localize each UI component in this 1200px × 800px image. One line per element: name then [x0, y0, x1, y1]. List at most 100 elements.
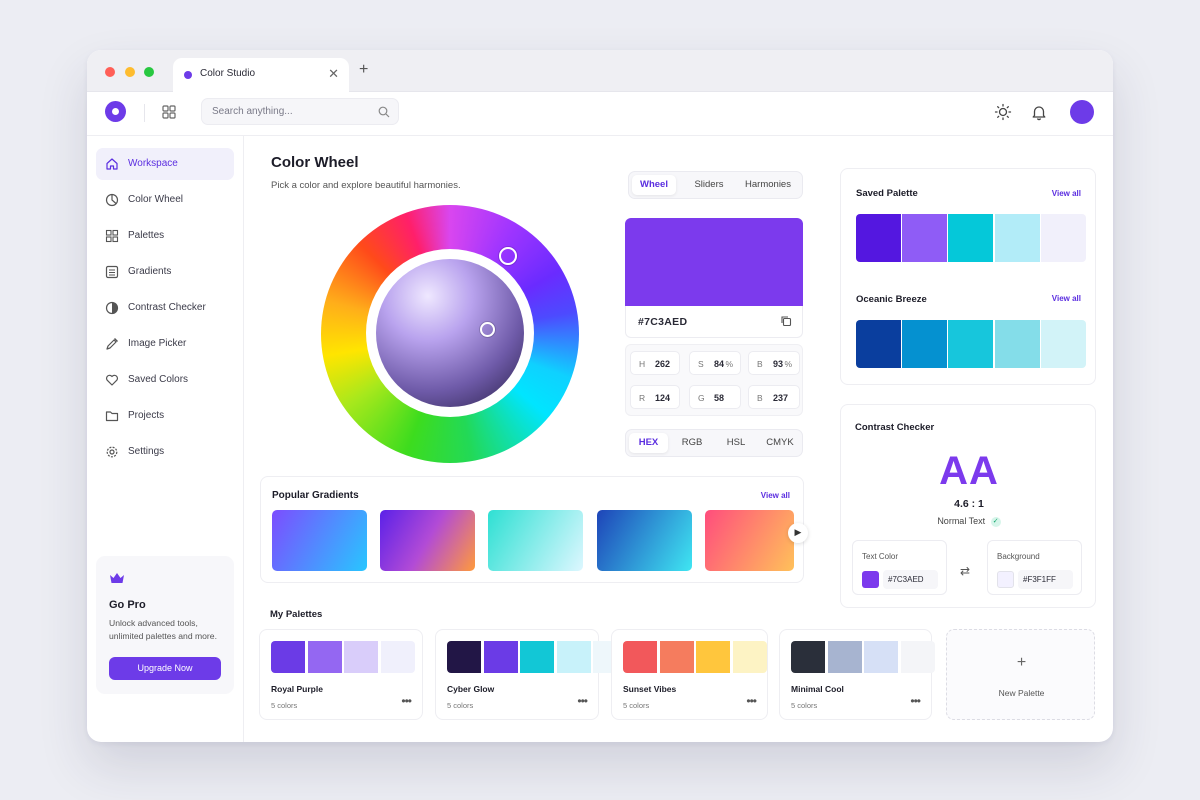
text-color-input[interactable]: #7C3AED: [883, 570, 938, 589]
palette-swatch[interactable]: [856, 214, 901, 262]
tab-wheel[interactable]: Wheel: [632, 175, 676, 195]
contrast-icon: [105, 301, 119, 315]
palette-card-cyber-glow[interactable]: Cyber Glow 5 colors •••: [435, 629, 627, 720]
sidebar-item-gradients[interactable]: Gradients: [96, 256, 234, 288]
palette-card-sunset-vibes[interactable]: Sunset Vibes 5 colors •••: [611, 629, 768, 720]
palette-card-royal-purple[interactable]: Royal Purple 5 colors •••: [259, 629, 423, 720]
check-icon: ✓: [990, 517, 1001, 527]
palette-swatch[interactable]: [827, 641, 862, 673]
palette-swatch[interactable]: [902, 214, 948, 262]
sidebar-item-contrast-checker[interactable]: Contrast Checker: [96, 292, 234, 324]
palette-swatch[interactable]: [864, 641, 898, 673]
grid-icon[interactable]: [162, 105, 176, 119]
tab-hex[interactable]: HEX: [629, 433, 668, 453]
background-color-input[interactable]: #F3F1FF: [1018, 570, 1073, 589]
more-options-icon[interactable]: •••: [746, 694, 757, 708]
search-input[interactable]: [212, 104, 372, 119]
sidebar-item-saved-colors[interactable]: Saved Colors: [96, 364, 234, 396]
maximize-window-dot[interactable]: [144, 67, 154, 77]
gradient-swatch[interactable]: [380, 510, 475, 571]
user-avatar[interactable]: [1070, 100, 1094, 124]
palette-swatch[interactable]: [696, 641, 730, 673]
palette-swatch[interactable]: [994, 214, 1040, 262]
sun-icon[interactable]: [994, 103, 1012, 121]
app-logo[interactable]: [105, 101, 126, 122]
palette-swatch[interactable]: [520, 641, 554, 673]
saved-palette-view-all-link[interactable]: View all: [1051, 189, 1081, 198]
search-icon[interactable]: [378, 106, 390, 118]
palette-card-minimal-cool[interactable]: Minimal Cool 5 colors •••: [779, 629, 935, 720]
palette-swatch[interactable]: [271, 641, 305, 673]
sidebar-item-workspace[interactable]: Workspace: [96, 148, 234, 180]
go-pro-description: Unlock advanced tools, unlimited palette…: [109, 618, 217, 641]
saturation-handle[interactable]: [480, 322, 495, 337]
palette-swatch[interactable]: [900, 641, 935, 673]
upgrade-now-button[interactable]: Upgrade Now: [109, 657, 221, 680]
green-field[interactable]: G 58: [689, 385, 741, 409]
palette-swatch[interactable]: [948, 320, 994, 368]
gradient-swatch[interactable]: [272, 510, 367, 571]
saturation-unit: %: [725, 359, 733, 369]
sidebar-item-settings[interactable]: Settings: [96, 436, 234, 468]
hue-handle[interactable]: [499, 247, 517, 265]
palette-swatch[interactable]: [483, 641, 518, 673]
palette-swatch[interactable]: [994, 320, 1040, 368]
chevron-right-icon[interactable]: ▶: [788, 523, 808, 543]
sidebar-item-label: Workspace: [128, 158, 178, 169]
red-field[interactable]: R 124: [630, 385, 680, 409]
oceanic-breeze-view-all-link[interactable]: View all: [1051, 294, 1081, 303]
tab-harmonies[interactable]: Harmonies: [745, 179, 791, 190]
hex-value[interactable]: #7C3AED: [638, 316, 688, 328]
new-tab-icon[interactable]: +: [359, 61, 369, 78]
tab-sliders[interactable]: Sliders: [694, 179, 724, 190]
blue-field[interactable]: B 237: [748, 385, 800, 409]
close-window-dot[interactable]: [105, 67, 115, 77]
gradient-swatch[interactable]: [488, 510, 583, 571]
gradients-view-all-link[interactable]: View all: [760, 491, 790, 500]
minimize-window-dot[interactable]: [125, 67, 135, 77]
palette-swatch[interactable]: [307, 641, 342, 673]
palette-swatch[interactable]: [902, 320, 948, 368]
search-bar: [201, 98, 399, 125]
text-color-swatch[interactable]: [862, 571, 879, 588]
palette-swatch[interactable]: [556, 641, 591, 673]
sidebar-item-palettes[interactable]: Palettes: [96, 220, 234, 252]
more-options-icon[interactable]: •••: [401, 694, 412, 708]
tab-rgb[interactable]: RGB: [681, 437, 703, 448]
palette-swatch[interactable]: [659, 641, 694, 673]
tab-close-icon[interactable]: ✕: [328, 66, 339, 81]
palette-swatch[interactable]: [948, 214, 994, 262]
sidebar-item-image-picker[interactable]: Image Picker: [96, 328, 234, 360]
brightness-unit: %: [784, 359, 792, 369]
browser-tab[interactable]: Color Studio ✕: [173, 58, 349, 92]
background-color-swatch[interactable]: [997, 571, 1014, 588]
gear-icon: [106, 446, 118, 458]
hue-field[interactable]: H 262: [630, 351, 680, 375]
palette-swatch[interactable]: [623, 641, 657, 673]
brightness-field[interactable]: B 93%: [748, 351, 800, 375]
tab-hsl[interactable]: HSL: [726, 437, 746, 448]
palette-swatch[interactable]: [447, 641, 481, 673]
swap-icon[interactable]: ⇄: [960, 564, 971, 578]
palette-swatch[interactable]: [1040, 214, 1086, 262]
gradient-swatch[interactable]: [705, 510, 794, 571]
palette-swatch[interactable]: [344, 641, 378, 673]
more-options-icon[interactable]: •••: [577, 694, 588, 708]
tab-cmyk[interactable]: CMYK: [766, 437, 794, 448]
palette-swatch[interactable]: [1040, 320, 1086, 368]
more-options-icon[interactable]: •••: [910, 694, 921, 708]
saturation-brightness-disc[interactable]: [376, 259, 524, 407]
hue-label: H: [639, 359, 646, 369]
saturation-field[interactable]: S 84%: [689, 351, 741, 375]
palette-swatch[interactable]: [732, 641, 767, 673]
sidebar-item-color-wheel[interactable]: Color Wheel: [96, 184, 234, 216]
palette-swatch[interactable]: [791, 641, 825, 673]
sidebar-item-projects[interactable]: Projects: [96, 400, 234, 432]
gradient-swatch[interactable]: [597, 510, 692, 571]
bell-icon[interactable]: [1030, 103, 1048, 121]
palette-swatch[interactable]: [380, 641, 415, 673]
copy-icon[interactable]: [780, 315, 792, 327]
palette-swatch[interactable]: [856, 320, 901, 368]
new-palette-button[interactable]: + New Palette: [946, 629, 1095, 720]
sidebar: Workspace Color Wheel Palettes Gradients…: [87, 136, 244, 742]
